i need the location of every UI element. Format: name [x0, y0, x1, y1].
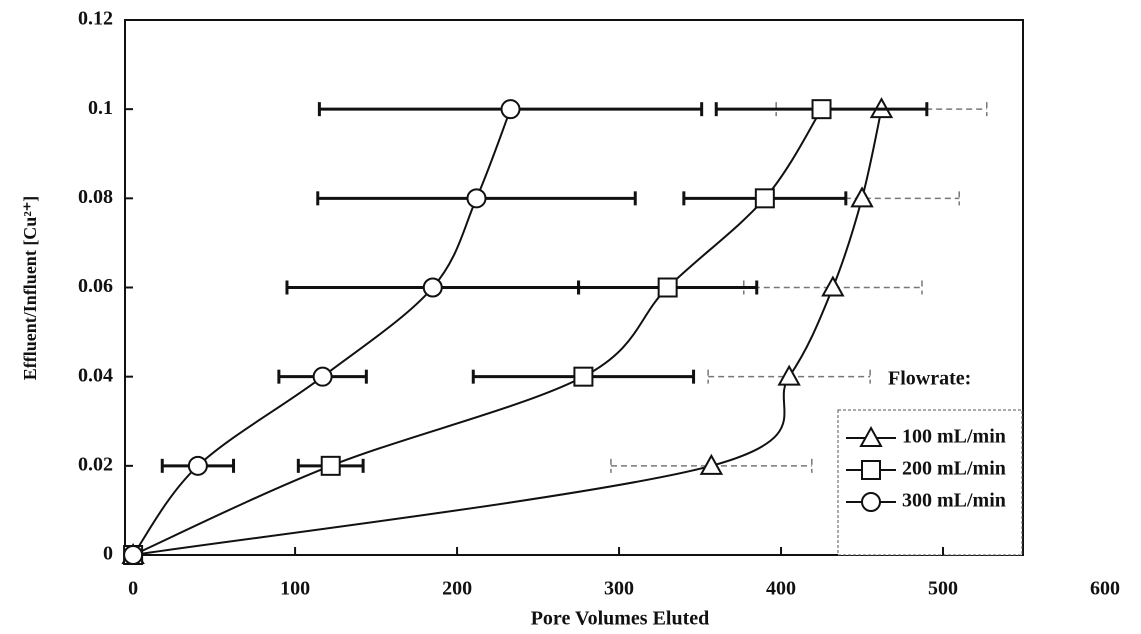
legend-label: 200 mL/min — [902, 458, 1006, 480]
legend-marker — [859, 425, 883, 447]
data-point — [312, 366, 333, 387]
y-axis-label: Effluent/Influent [Cu²⁺] — [20, 196, 40, 380]
x-tick-label: 600 — [1090, 578, 1120, 600]
error-bar — [743, 280, 923, 295]
data-point — [699, 453, 724, 475]
x-tick-label: 400 — [766, 578, 796, 600]
legend-label: 300 mL/min — [902, 490, 1006, 512]
x-axis-label: Pore Volumes Eluted — [531, 608, 710, 630]
y-tick-label: 0.12 — [78, 8, 113, 30]
x-tick-label: 0 — [128, 578, 138, 600]
data-point — [123, 545, 144, 565]
y-tick-label: 0.06 — [78, 275, 113, 297]
y-tick-label: 0.02 — [78, 453, 113, 475]
x-tick-label: 300 — [604, 578, 634, 600]
data-point — [777, 364, 801, 386]
legend-marker — [861, 492, 881, 512]
data-point — [422, 277, 443, 298]
data-point — [754, 188, 775, 209]
data-point — [811, 99, 832, 120]
data-point — [821, 275, 845, 297]
y-tick-label: 0.1 — [88, 97, 113, 119]
x-tick-label: 100 — [280, 578, 310, 600]
y-tick-label: 0 — [103, 543, 113, 565]
legend-title: Flowrate: — [888, 368, 971, 390]
series-line — [132, 108, 512, 556]
x-tick-label: 500 — [928, 578, 958, 600]
data-point — [657, 277, 678, 298]
legend-label: 100 mL/min — [902, 426, 1006, 448]
legend-marker — [861, 460, 881, 480]
data-point — [187, 455, 208, 476]
data-point — [850, 186, 874, 208]
x-tick-label: 200 — [442, 578, 472, 600]
data-point — [573, 366, 594, 387]
series-line — [132, 108, 823, 556]
y-tick-label: 0.08 — [78, 186, 113, 208]
data-point — [320, 455, 341, 476]
series-line — [132, 108, 883, 556]
data-point — [466, 188, 487, 209]
data-point — [500, 99, 521, 120]
y-tick-label: 0.04 — [78, 364, 113, 386]
